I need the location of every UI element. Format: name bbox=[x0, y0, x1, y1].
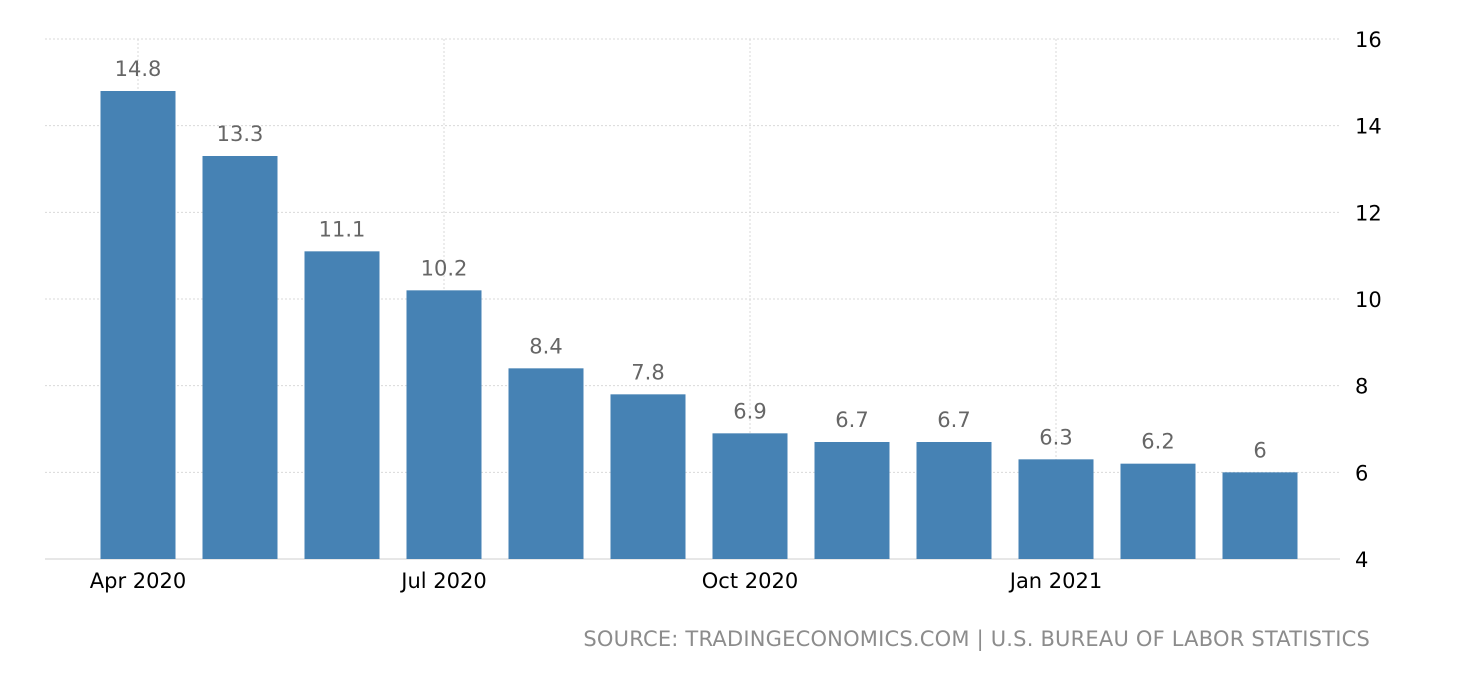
y-tick-label: 14 bbox=[1355, 115, 1382, 139]
bar-value-label: 6.2 bbox=[1141, 430, 1174, 454]
bar bbox=[508, 368, 584, 559]
bar-value-label: 6.3 bbox=[1039, 425, 1072, 449]
y-tick-label: 12 bbox=[1355, 201, 1382, 225]
bar bbox=[304, 251, 380, 560]
bar-value-label: 7.8 bbox=[631, 360, 664, 384]
bar bbox=[916, 442, 992, 559]
x-tick-label: Oct 2020 bbox=[702, 569, 798, 593]
bars bbox=[100, 91, 1298, 560]
bar bbox=[814, 442, 890, 559]
y-tick-label: 4 bbox=[1355, 548, 1368, 572]
bar-value-label: 6 bbox=[1253, 438, 1266, 462]
bar bbox=[100, 91, 176, 559]
y-axis: 4 6 8 10 12 14 16 bbox=[1355, 28, 1382, 572]
bar-value-label: 6.9 bbox=[733, 399, 766, 423]
bar-value-label: 13.3 bbox=[217, 122, 264, 146]
y-tick-label: 8 bbox=[1355, 375, 1368, 399]
bar bbox=[610, 394, 686, 559]
bar-value-label: 6.7 bbox=[835, 408, 868, 432]
x-tick-label: Jul 2020 bbox=[399, 569, 486, 593]
bar-value-label: 8.4 bbox=[529, 334, 562, 358]
bar bbox=[1018, 459, 1094, 559]
bar bbox=[202, 156, 278, 559]
x-axis: Apr 2020 Jul 2020 Oct 2020 Jan 2021 bbox=[90, 569, 1102, 593]
x-tick-label: Apr 2020 bbox=[90, 569, 186, 593]
bar bbox=[712, 433, 788, 559]
bar bbox=[406, 290, 482, 559]
bar-value-label: 6.7 bbox=[937, 408, 970, 432]
x-tick-label: Jan 2021 bbox=[1008, 569, 1103, 593]
bar bbox=[1120, 463, 1196, 559]
source-attribution: SOURCE: TRADINGECONOMICS.COM | U.S. BURE… bbox=[583, 627, 1370, 651]
bar bbox=[1222, 472, 1298, 559]
value-labels: 14.8 13.3 11.1 10.2 8.4 7.8 6.9 6.7 6.7 6.3 6.2 6 bbox=[115, 57, 1267, 462]
y-tick-label: 10 bbox=[1355, 288, 1382, 312]
y-tick-label: 16 bbox=[1355, 28, 1382, 52]
bar-value-label: 10.2 bbox=[421, 256, 468, 280]
y-tick-label: 6 bbox=[1355, 461, 1368, 485]
bar-value-label: 14.8 bbox=[115, 57, 162, 81]
bar-value-label: 11.1 bbox=[319, 217, 366, 241]
